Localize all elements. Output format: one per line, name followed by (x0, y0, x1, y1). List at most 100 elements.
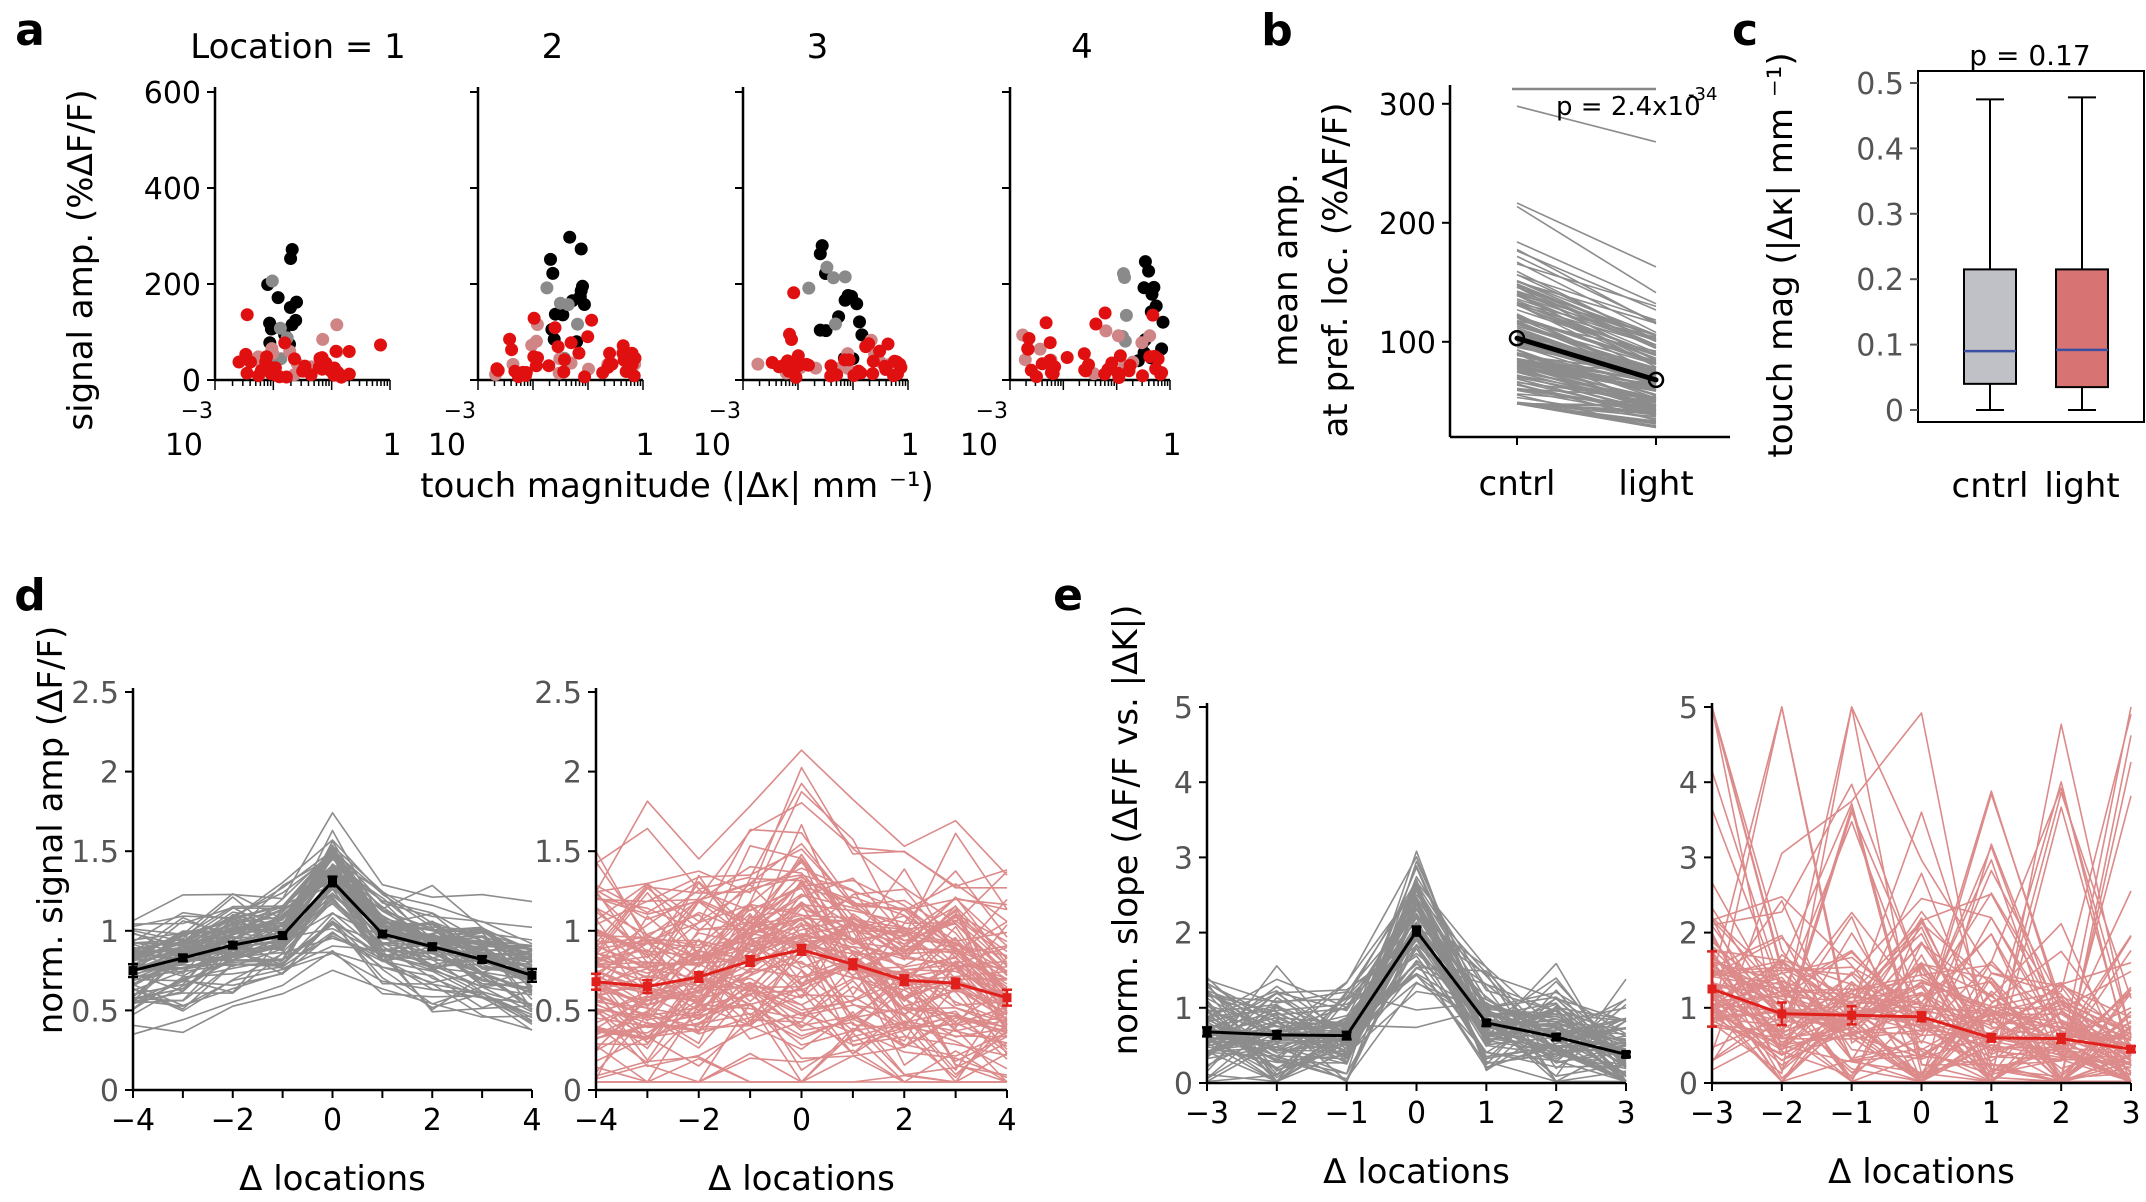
panel-b-cell-line (1516, 286, 1657, 337)
panel-a-ytick-label: 600 (144, 76, 201, 111)
panel-e-cell-line (1711, 706, 2132, 1055)
panel-c-ytick-label: 0 (1885, 394, 1904, 429)
panel-d-cntrl-xlabel: Δ locations (239, 1159, 426, 1199)
panel-a-point-black (1156, 315, 1170, 329)
panel-e-cell-line (1206, 955, 1627, 1068)
panel-a-point-red (887, 369, 900, 383)
panel-a-point-red (490, 362, 504, 376)
panel-a-point-red (603, 346, 617, 360)
panel-e-cell-line (1711, 795, 2132, 1067)
panel-e-light-xtick-label: 2 (2052, 1096, 2071, 1131)
panel-e-cntrl-mean-marker (1551, 1032, 1561, 1042)
panel-e-light-mean-marker (1707, 984, 1717, 994)
panel-a-point-black (544, 252, 557, 266)
panel-a-point-pink (1033, 342, 1047, 356)
panel-a-point-pink (1018, 353, 1032, 367)
panel-letter-c: c (1732, 5, 1758, 56)
panel-c-ytick-label: 0.1 (1856, 329, 1904, 364)
panel-a-point-black (576, 279, 589, 293)
panel-a-point-black (283, 301, 297, 314)
panel-e-light-xlabel: Δ locations (1828, 1152, 2015, 1192)
panel-e-cell-line (1206, 972, 1627, 1070)
panel-d-light-ytick-label: 0.5 (534, 994, 582, 1029)
panel-b-cell-line (1516, 241, 1657, 305)
panel-d-cell-line (595, 801, 1008, 959)
panel-b-cell-line (1516, 263, 1657, 308)
panel-a-point-red (585, 313, 599, 327)
panel-b-cell-line (1516, 402, 1657, 413)
panel-b-cell-line (1516, 205, 1657, 294)
panel-e-cell-line (1711, 793, 2132, 1056)
panel-a-ytick-label: 400 (144, 172, 201, 207)
panel-letter-e: e (1053, 570, 1083, 621)
panel-letter-d: d (14, 570, 46, 621)
panel-a-xtick-exp: −3 (709, 399, 741, 424)
panel-d-cntrl-xtick-label: −4 (111, 1103, 155, 1138)
panel-c-category-light: light (2044, 466, 2119, 506)
panel-a-point-red (1098, 306, 1112, 320)
panel-e-cell-line (1711, 932, 2132, 1073)
panel-b-ylabel-1: mean amp. (1266, 173, 1306, 367)
panel-b-cell-line (1516, 302, 1657, 339)
panel-a-point-gray (273, 321, 287, 335)
panel-a-point-red (1146, 308, 1160, 322)
panel-d-light-mean-marker (745, 956, 755, 966)
panel-e-light-mean-marker (2126, 1044, 2136, 1054)
panel-a-point-red (787, 286, 801, 300)
panel-d-light-ytick-label: 1 (563, 915, 582, 950)
panel-a-point-red (1122, 364, 1136, 378)
panel-a-xtick-one: 1 (382, 428, 401, 463)
panel-b-cell-line (1516, 105, 1657, 143)
panel-e-cntrl-xtick-label: −1 (1325, 1096, 1369, 1131)
panel-a-point-red (1113, 349, 1127, 363)
panel-a-point-pink (525, 338, 539, 352)
panel-d-cntrl-ytick-label: 2.5 (71, 676, 119, 711)
background-lines-layer (132, 105, 2132, 1083)
panel-d-cell-line (132, 937, 533, 1011)
panel-e-ylabel: norm. slope (ΔF/F vs. |ΔK|) (1106, 605, 1146, 1056)
panel-d-cell-line (595, 979, 1008, 1079)
panel-d-cell-line (595, 953, 1008, 1021)
panel-a-ytick-label: 0 (182, 364, 201, 399)
panel-e-cell-line (1206, 921, 1627, 1078)
panel-e-cell-line (1206, 982, 1627, 1080)
panel-c-ytick-label: 0.3 (1856, 198, 1904, 233)
panel-e-light-xtick-label: −2 (1760, 1096, 1804, 1131)
panel-b-mean-marker (1508, 329, 1526, 347)
panel-e-cell-line (1711, 964, 2132, 1052)
panel-d-light-mean-marker (694, 972, 704, 982)
panel-a-point-red (342, 345, 356, 358)
panel-a-point-red (1077, 347, 1091, 361)
panel-a-point-red (765, 356, 779, 369)
panel-d-cell-line (595, 953, 1008, 1022)
panel-b-ytick-label: 300 (1379, 88, 1436, 123)
panel-b-cell-line (1516, 367, 1657, 385)
panel-a-point-red (260, 350, 274, 364)
panel-b-mean-marker-dot (1514, 335, 1520, 341)
panel-a-point-red (830, 368, 844, 382)
panel-a-xtick-exp: −3 (181, 399, 213, 424)
panel-d-cntrl-xtick-label: 0 (323, 1103, 342, 1138)
panel-a-point-red (792, 359, 805, 373)
panel-a-xtick-base: 10 (165, 428, 203, 463)
panel-d-cntrl: 2.521.510.50−4 −2 0 2 4Δ locations (71, 676, 541, 1199)
panel-e-cell-line (1206, 898, 1627, 1067)
panel-a-point-red (527, 311, 541, 325)
panel-e-cell-line (1206, 894, 1626, 1083)
panel-e-light-ytick-label: 2 (1679, 917, 1698, 952)
panel-a-point-red (296, 364, 310, 378)
panel-e-cntrl-xtick-label: 1 (1477, 1096, 1496, 1131)
panel-d-cntrl-ytick-label: 1.5 (71, 835, 119, 870)
panel-b-cell-line (1516, 303, 1657, 346)
panel-e-cntrl-mean-marker (1342, 1031, 1352, 1041)
panel-d-cell-line (595, 842, 1008, 942)
panel-d-cell-line (595, 859, 1008, 967)
panel-d-cell-line (132, 811, 533, 922)
panel-d-cell-line (595, 960, 1008, 1037)
panel-a-point-red (244, 355, 257, 369)
panel-e-cell-line (1711, 949, 2132, 1083)
panel-a-point-black (546, 266, 560, 280)
panel-e-cntrl-mean-marker (1202, 1027, 1212, 1037)
